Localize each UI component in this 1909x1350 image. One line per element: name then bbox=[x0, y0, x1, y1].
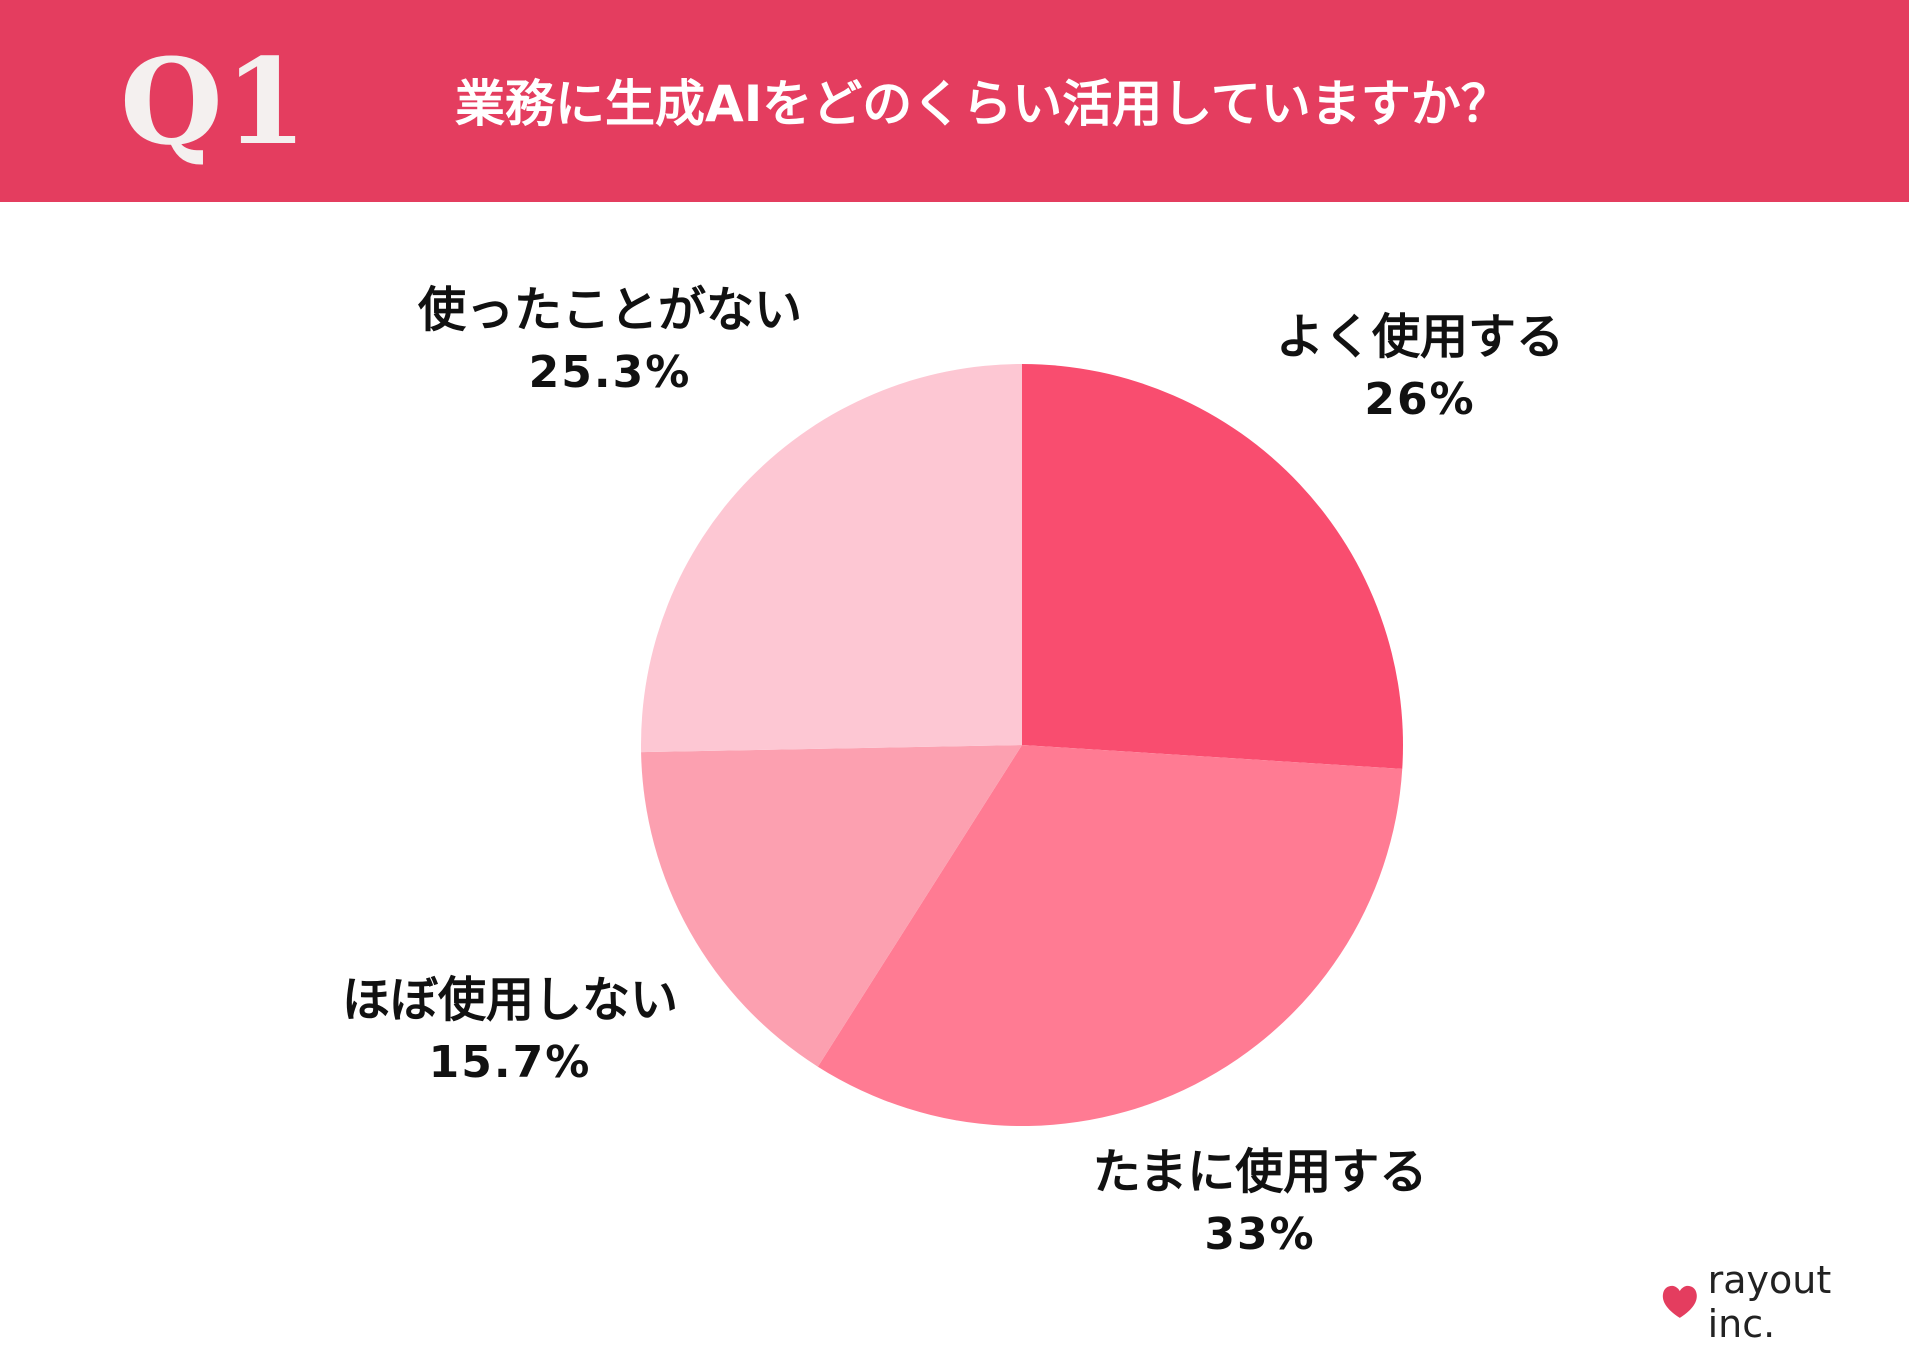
header-banner: Q1 業務に生成AIをどのくらい活用していますか？ bbox=[0, 0, 1909, 202]
slice-label: ほぼ使用しない bbox=[341, 972, 678, 1028]
pie-slice-occasional bbox=[817, 745, 1403, 1126]
brand-name: rayout inc. bbox=[1707, 1258, 1832, 1346]
slice-value-label: 15.7% bbox=[428, 1037, 592, 1088]
pie-slice-never bbox=[641, 364, 1022, 753]
slice-label: よく使用する bbox=[1275, 309, 1564, 365]
pie-slice-frequent bbox=[1022, 364, 1403, 769]
slice-label: たまに使用する bbox=[1092, 1144, 1428, 1200]
heart-icon bbox=[1662, 1285, 1697, 1318]
slice-value-label: 33% bbox=[1204, 1209, 1316, 1260]
question-title: 業務に生成AIをどのくらい活用していますか？ bbox=[455, 75, 1511, 133]
label-never: 使ったことがない 25.3% bbox=[400, 278, 820, 404]
label-rarely: ほぼ使用しない 15.7% bbox=[320, 968, 700, 1094]
slice-value-label: 25.3% bbox=[528, 347, 692, 398]
slice-label: 使ったことがない bbox=[417, 282, 802, 338]
label-frequent: よく使用する 26% bbox=[1260, 305, 1580, 431]
label-occasional: たまに使用する 33% bbox=[1070, 1140, 1450, 1266]
slice-value-label: 26% bbox=[1364, 374, 1476, 425]
question-number: Q1 bbox=[120, 32, 309, 171]
pie-slice-rarely bbox=[641, 745, 1022, 1067]
brand-logo: rayout inc. bbox=[1660, 1258, 1909, 1346]
